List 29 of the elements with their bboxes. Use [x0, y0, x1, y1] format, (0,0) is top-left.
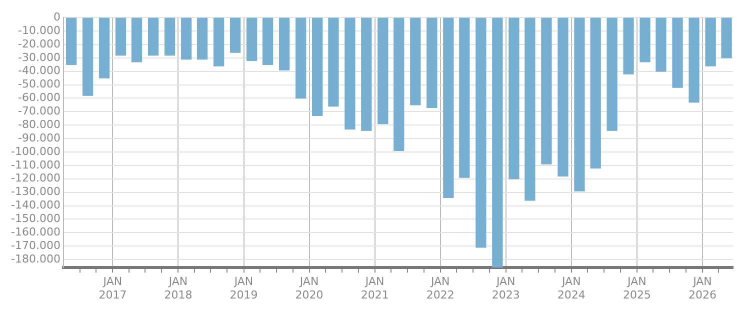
y-tick-label: -100.000 [10, 144, 60, 158]
x-tick-label: JAN 2023 [492, 275, 520, 302]
y-tick-label: -20.000 [18, 37, 60, 50]
y-tick-label: -110.000 [10, 158, 60, 172]
x-tick-label: JAN 2024 [557, 275, 586, 302]
y-tick-label: -30.000 [18, 50, 60, 64]
y-tick-label: -170.000 [10, 238, 60, 252]
x-tick-label: JAN 2021 [360, 275, 389, 302]
y-tick-label: -180.000 [10, 252, 60, 266]
y-tick-label: -80.000 [18, 118, 60, 131]
y-tick-label: -10.000 [18, 24, 60, 37]
x-tick-label: JAN 2019 [230, 275, 258, 302]
y-tick-label: -130.000 [10, 185, 60, 198]
y-tick-label: -90.000 [18, 131, 60, 144]
x-tick-label: JAN 2018 [164, 275, 192, 302]
y-tick-label: -60.000 [18, 91, 60, 104]
x-tick-label: JAN 2020 [295, 275, 324, 302]
x-tick-label: JAN 2022 [426, 275, 454, 302]
y-tick-label: -40.000 [18, 64, 60, 78]
y-tick-label: -70.000 [18, 104, 60, 118]
y-tick-label: -150.000 [10, 212, 60, 226]
x-tick-label: JAN 2026 [688, 275, 716, 302]
x-tick-label: JAN 2025 [622, 275, 651, 302]
y-tick-label: -120.000 [10, 172, 60, 185]
y-tick-label: 0 [53, 10, 60, 24]
y-tick-label: -160.000 [10, 226, 60, 239]
x-tick-label: JAN 2017 [98, 275, 127, 302]
y-tick-label: -140.000 [10, 198, 60, 212]
y-tick-label: -50.000 [18, 78, 60, 91]
